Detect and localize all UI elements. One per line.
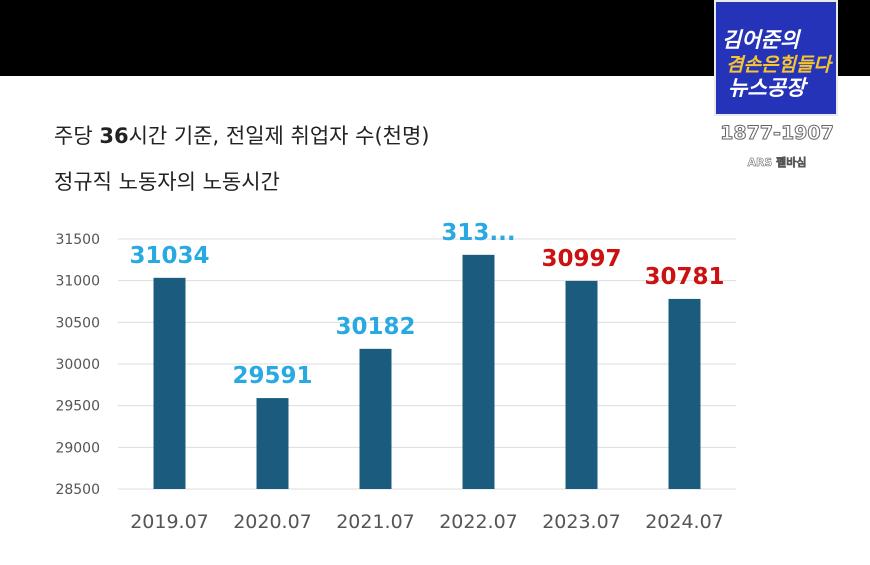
data-label: 30781: [644, 264, 724, 290]
x-tick-label: 2022.07: [439, 511, 518, 533]
bar: [256, 398, 289, 489]
bar: [668, 298, 701, 489]
bar: [462, 254, 495, 489]
logo-line-2: 겸손은힘들다: [726, 54, 831, 76]
y-tick-label: 29500: [55, 399, 100, 415]
x-tick-label: 2020.07: [233, 511, 312, 533]
logo-ars-caption: ARS 펠바심: [747, 156, 807, 170]
chart-subtitle: 정규직 노동자의 노동시간: [54, 170, 280, 194]
x-tick-label: 2024.07: [645, 511, 724, 533]
data-label: 29591: [232, 363, 312, 389]
logo-phone-number: 1877-1907: [720, 122, 835, 145]
data-label: 31034: [129, 243, 209, 269]
data-label: 30997: [541, 246, 621, 272]
y-tick-label: 29000: [55, 440, 100, 456]
title-prefix: 주당: [54, 124, 100, 148]
y-tick-label: 28500: [55, 482, 100, 498]
logo-line-1: 김어준의: [722, 28, 800, 52]
bar: [359, 348, 392, 489]
y-tick-label: 30000: [55, 357, 100, 373]
x-tick-label: 2023.07: [542, 511, 621, 533]
logo-line-3: 뉴스공장: [728, 76, 806, 100]
y-tick-label: 31500: [55, 232, 100, 248]
x-tick-label: 2019.07: [130, 511, 209, 533]
y-tick-label: 31000: [55, 274, 100, 290]
title-suffix: 시간 기준, 전일제 취업자 수(천명): [128, 124, 430, 148]
data-label: 313...: [441, 220, 515, 246]
slide-background: [0, 76, 870, 565]
x-tick-label: 2021.07: [336, 511, 415, 533]
bar: [153, 277, 186, 489]
data-label: 30182: [335, 314, 415, 340]
bar: [565, 280, 598, 489]
title-bold-number: 36: [99, 124, 129, 148]
show-logo: 김어준의 겸손은힘들다 뉴스공장: [714, 0, 838, 116]
y-tick-label: 30500: [55, 315, 100, 331]
chart-title: 주당 36시간 기준, 전일제 취업자 수(천명): [54, 120, 429, 150]
